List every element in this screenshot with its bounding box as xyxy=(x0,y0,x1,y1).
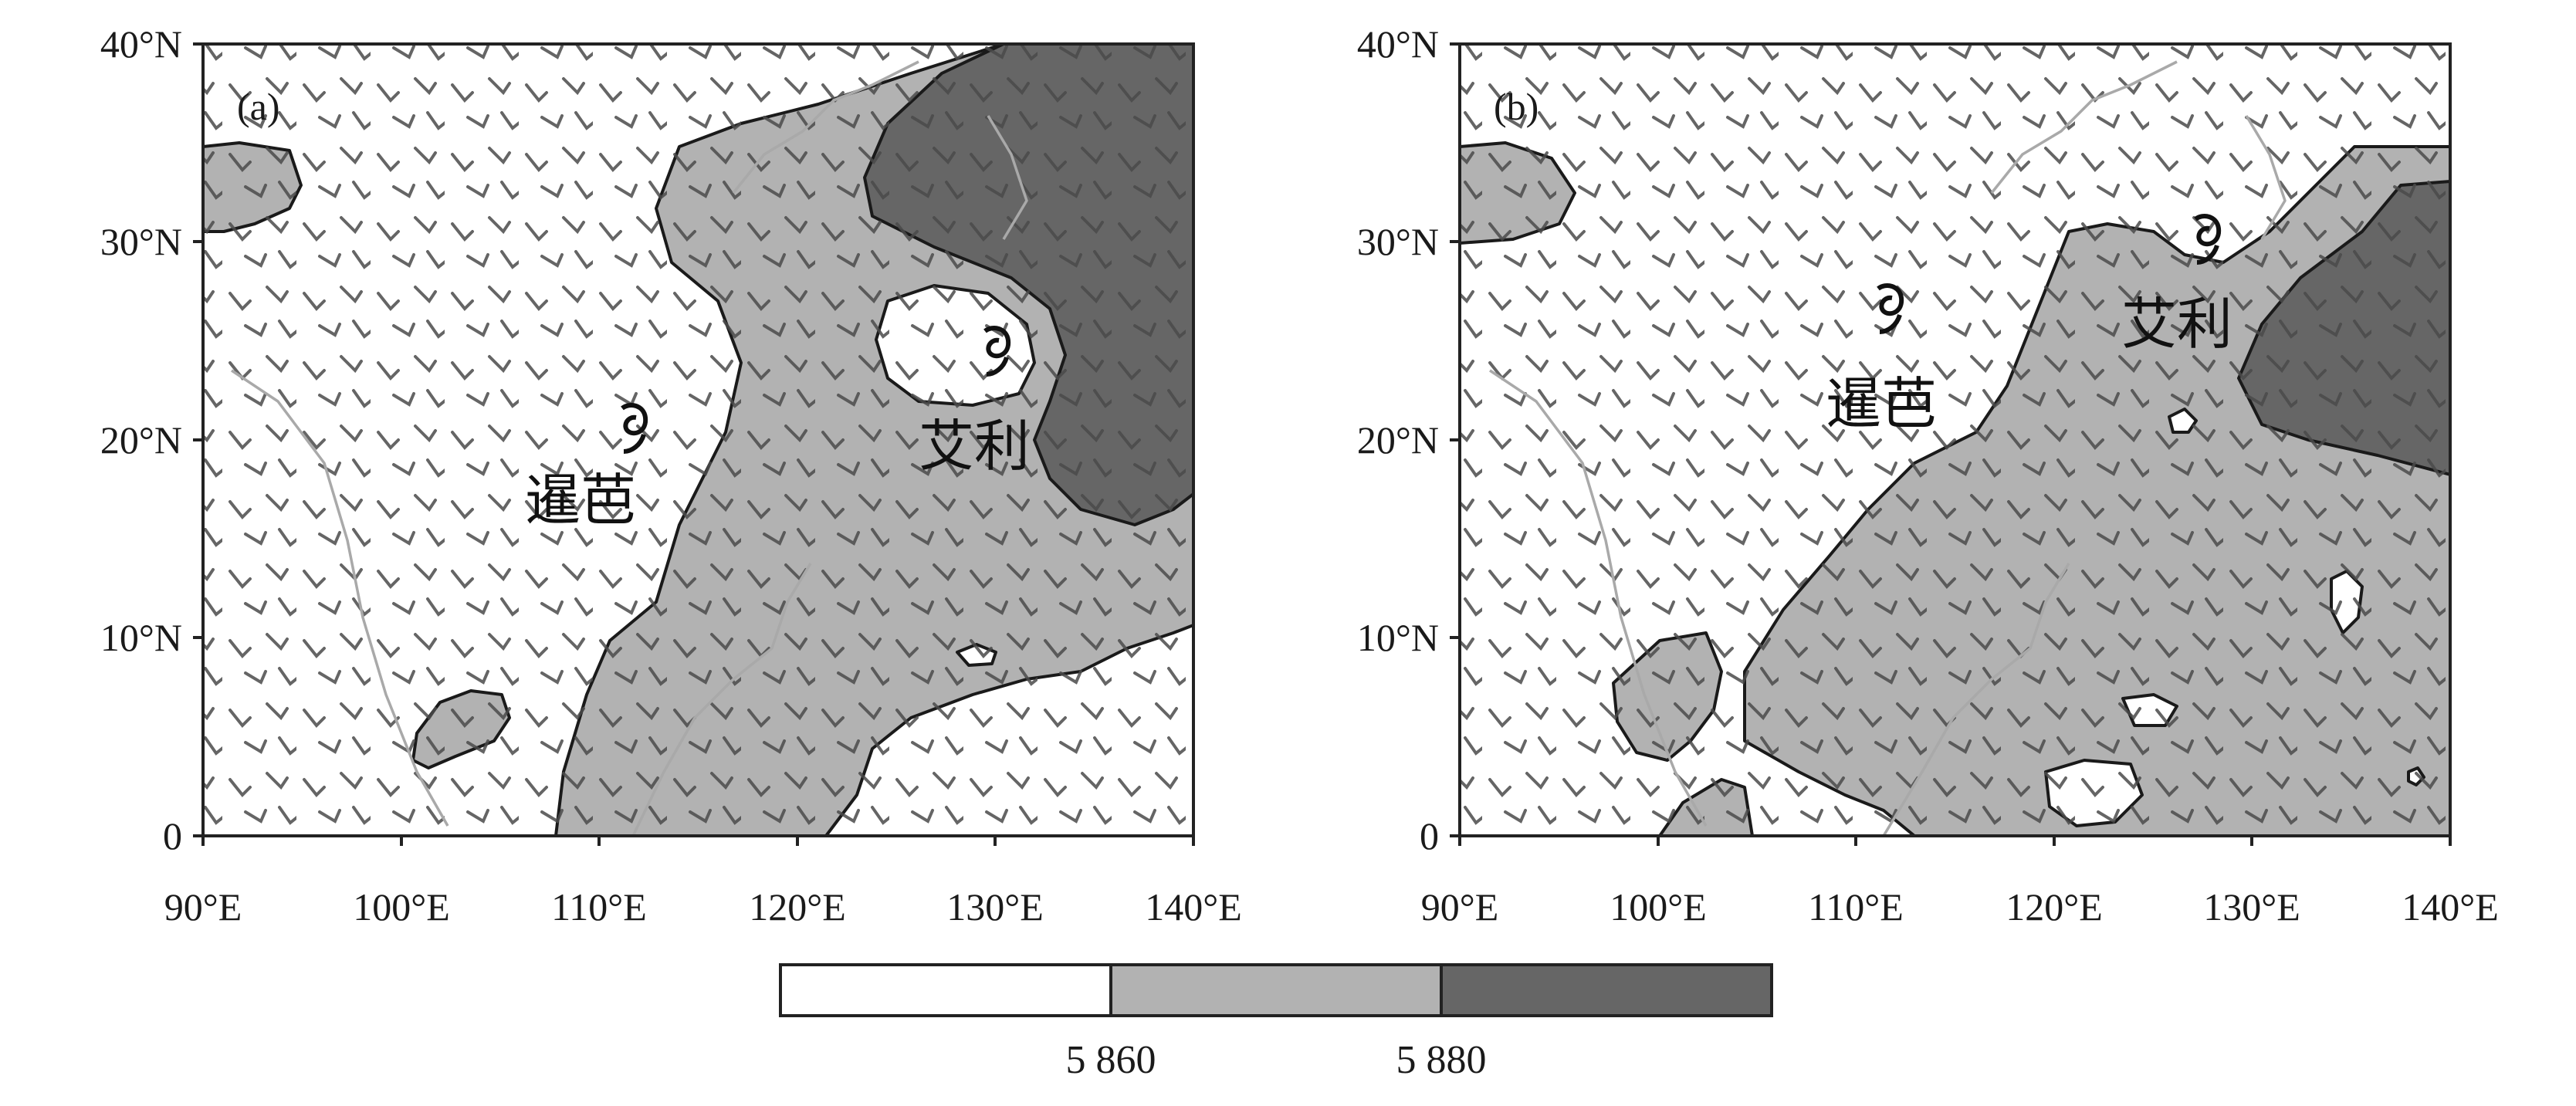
panel-a-lat-tick: 0 xyxy=(163,814,182,857)
colorbar-bin-mid xyxy=(1109,963,1443,1017)
panel-a-wind-barbs xyxy=(203,44,1193,836)
panel-a-lon-tick: 120°E xyxy=(749,885,846,928)
panel-a-label: (a) xyxy=(237,85,280,128)
panel-b-lon-tick: 110°E xyxy=(1808,885,1904,928)
panel-a-map xyxy=(203,44,1193,836)
typhoon-icon xyxy=(2194,214,2222,265)
panel-a-axis-ticks xyxy=(193,42,1195,846)
panel-b-lat-tick: 30°N xyxy=(1357,220,1439,263)
colorbar-label-5880: 5 880 xyxy=(1396,1038,1487,1082)
panel-b-axis-ticks xyxy=(1450,42,2452,846)
panel-a-lon-tick: 140°E xyxy=(1145,885,1242,928)
panel-a-lat-labels: 40°N 30°N 20°N 10°N 0 xyxy=(100,22,182,857)
colorbar-bin-high xyxy=(1440,963,1773,1017)
panel-a-lon-tick: 90°E xyxy=(164,885,242,928)
panel-b-typhoon-ali: 艾利 xyxy=(2121,214,2232,357)
colorbar-bin-low xyxy=(779,963,1112,1017)
panel-b-label: (b) xyxy=(1494,85,1538,128)
colorbar: 5 860 5 880 xyxy=(779,963,1773,1082)
panel-b-lat-tick: 0 xyxy=(1420,814,1439,857)
panel-a-typhoon-xianba: 暹芭 xyxy=(525,403,648,533)
panel-a-lon-tick: 110°E xyxy=(551,885,647,928)
panel-b-lat-tick: 10°N xyxy=(1357,616,1439,659)
panel-b-lon-tick: 90°E xyxy=(1421,885,1499,928)
panel-a-lat-tick: 10°N xyxy=(100,616,182,659)
panel-b-typhoon-xianba-name: 暹芭 xyxy=(1826,371,1937,436)
panel-b-lon-tick: 120°E xyxy=(2006,885,2103,928)
typhoon-icon xyxy=(1877,283,1904,334)
panel-a-lon-tick: 130°E xyxy=(946,885,1044,928)
panel-a-typhoon-ali-name: 艾利 xyxy=(919,414,1030,479)
panel-a-coastline xyxy=(231,60,1028,836)
panel-b-wind-barbs xyxy=(1460,44,2450,836)
colorbar-label-5860: 5 860 xyxy=(1066,1038,1156,1082)
panel-b-typhoon-ali-name: 艾利 xyxy=(2121,292,2232,357)
panel-b-lon-labels: 90°E 100°E 110°E 120°E 130°E 140°E xyxy=(1421,885,2499,928)
panel-a-lon-tick: 100°E xyxy=(353,885,450,928)
panel-b: (b) 暹芭 艾利 40°N 30°N 20°N 10°N xyxy=(1357,22,2499,928)
panel-a: (a) 暹芭 艾利 40°N 30°N 20°N 10°N xyxy=(100,22,1242,928)
panel-b-typhoon-xianba: 暹芭 xyxy=(1826,283,1937,436)
panel-b-lat-tick: 20°N xyxy=(1357,418,1439,462)
panel-a-typhoon-xianba-name: 暹芭 xyxy=(525,468,636,533)
panel-a-lat-tick: 30°N xyxy=(100,220,182,263)
panel-b-lon-tick: 140°E xyxy=(2402,885,2499,928)
panel-b-lat-labels: 40°N 30°N 20°N 10°N 0 xyxy=(1357,22,1439,857)
panel-a-lat-tick: 20°N xyxy=(100,418,182,462)
typhoon-icon xyxy=(621,403,648,454)
panel-b-lon-tick: 100°E xyxy=(1610,885,1707,928)
panel-b-lon-tick: 130°E xyxy=(2203,885,2300,928)
panel-b-map xyxy=(1460,44,2450,836)
panel-a-typhoon-ali: 艾利 xyxy=(919,326,1030,479)
panel-a-lat-tick: 40°N xyxy=(100,22,182,66)
panel-b-lat-tick: 40°N xyxy=(1357,22,1439,66)
panel-a-lon-labels: 90°E 100°E 110°E 120°E 130°E 140°E xyxy=(164,885,1242,928)
panel-b-coastline xyxy=(1489,60,2287,836)
typhoon-icon xyxy=(983,326,1011,377)
